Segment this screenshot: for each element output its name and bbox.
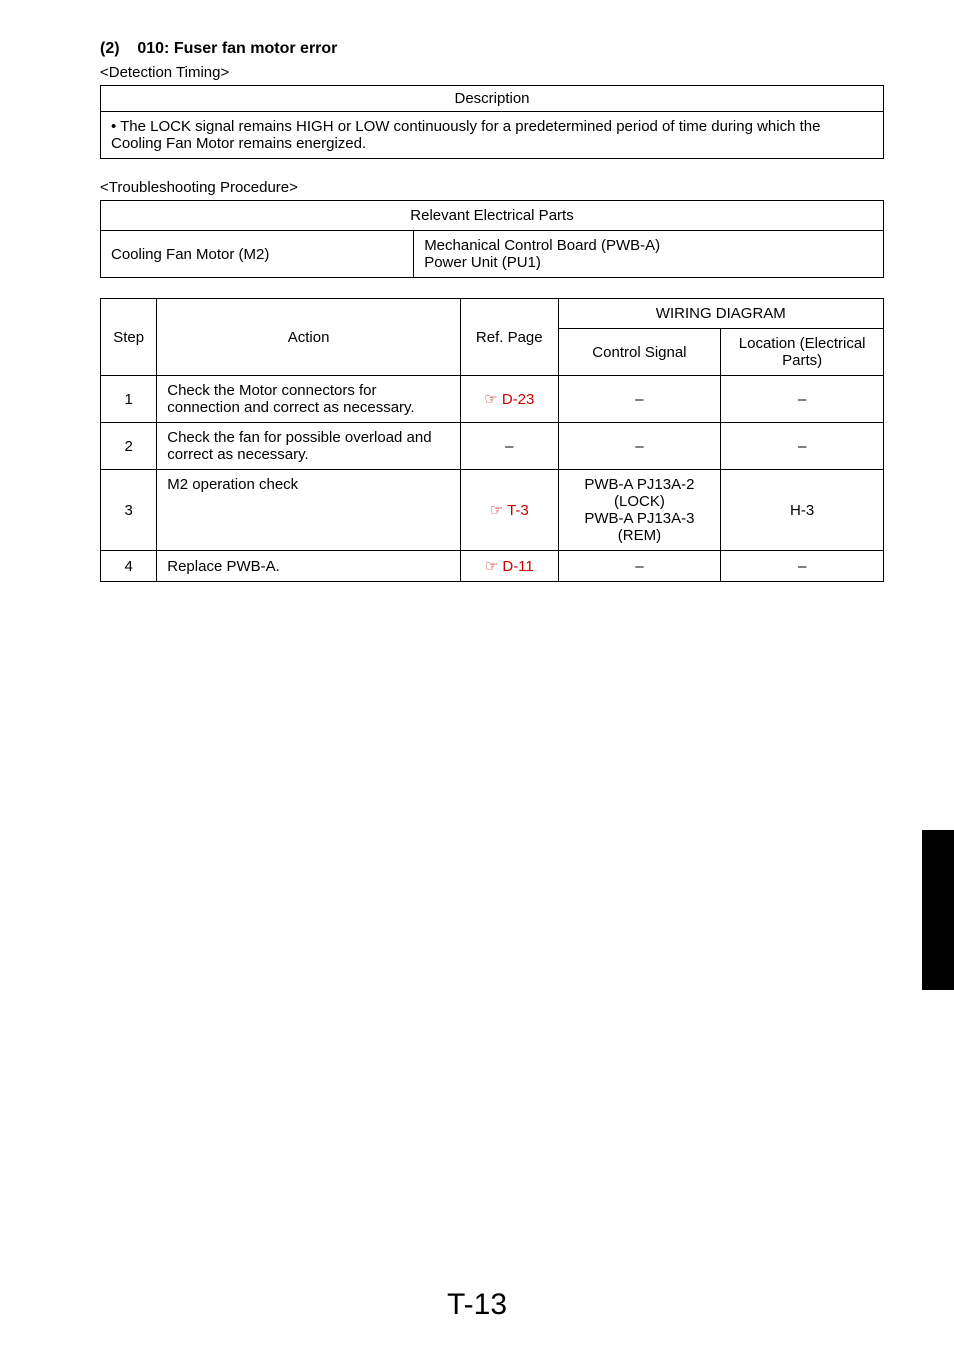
relevant-parts-table: Relevant Electrical Parts Cooling Fan Mo… [100,200,884,278]
relevant-parts-right: Mechanical Control Board (PWB-A) Power U… [414,231,884,278]
section-title-text: 010: Fuser fan motor error [137,40,337,57]
th-wiring: WIRING DIAGRAM [558,299,883,329]
table-row: 4 Replace PWB-A. ☞ D-11 – – [101,551,884,582]
ref-prefix: ☞ [484,391,502,408]
cell-ctrl: – [558,423,721,470]
cell-step: 1 [101,376,157,423]
ref-value: T-3 [507,502,529,519]
cell-ctrl: – [558,376,721,423]
detection-timing-label: <Detection Timing> [100,64,884,81]
th-control-signal: Control Signal [558,329,721,376]
cell-loc: – [721,423,884,470]
relevant-parts-header: Relevant Electrical Parts [101,201,884,231]
wiring-diagram-table: Step Action Ref. Page WIRING DIAGRAM Con… [100,298,884,582]
page-number: T-13 [0,1288,954,1322]
cell-loc: H-3 [721,470,884,551]
description-body: • The LOCK signal remains HIGH or LOW co… [101,112,884,159]
cell-ctrl: – [558,551,721,582]
cell-action: Replace PWB-A. [157,551,461,582]
cell-step: 3 [101,470,157,551]
table-row: 3 M2 operation check ☞ T-3 PWB-A PJ13A-2… [101,470,884,551]
cell-action: M2 operation check [157,470,461,551]
troubleshooting-label: <Troubleshooting Procedure> [100,179,884,196]
cell-action: Check the fan for possible overload and … [157,423,461,470]
cell-action: Check the Motor connectors for connectio… [157,376,461,423]
section-heading: (2) 010: Fuser fan motor error [100,40,884,58]
section-number: (2) [100,40,120,57]
relevant-right-line2: Power Unit (PU1) [424,254,541,271]
th-location: Location (Electrical Parts) [721,329,884,376]
cell-ref[interactable]: ☞ T-3 [460,470,558,551]
description-table: Description • The LOCK signal remains HI… [100,85,884,159]
ref-prefix: ☞ [485,558,503,575]
table-row: 2 Check the fan for possible overload an… [101,423,884,470]
cell-step: 2 [101,423,157,470]
ref-prefix: ☞ [490,502,507,519]
th-ref: Ref. Page [460,299,558,376]
th-action: Action [157,299,461,376]
relevant-right-line1: Mechanical Control Board (PWB-A) [424,237,660,254]
description-header: Description [101,86,884,112]
cell-loc: – [721,376,884,423]
cell-ctrl: PWB-A PJ13A-2 (LOCK) PWB-A PJ13A-3 (REM) [558,470,721,551]
cell-ref[interactable]: ☞ D-11 [460,551,558,582]
cell-ref: – [460,423,558,470]
side-tab [922,830,954,990]
table-row: 1 Check the Motor connectors for connect… [101,376,884,423]
ref-value: D-23 [502,391,535,408]
ref-value: D-11 [502,558,533,575]
cell-step: 4 [101,551,157,582]
cell-loc: – [721,551,884,582]
cell-ref[interactable]: ☞ D-23 [460,376,558,423]
th-step: Step [101,299,157,376]
relevant-parts-left: Cooling Fan Motor (M2) [101,231,414,278]
